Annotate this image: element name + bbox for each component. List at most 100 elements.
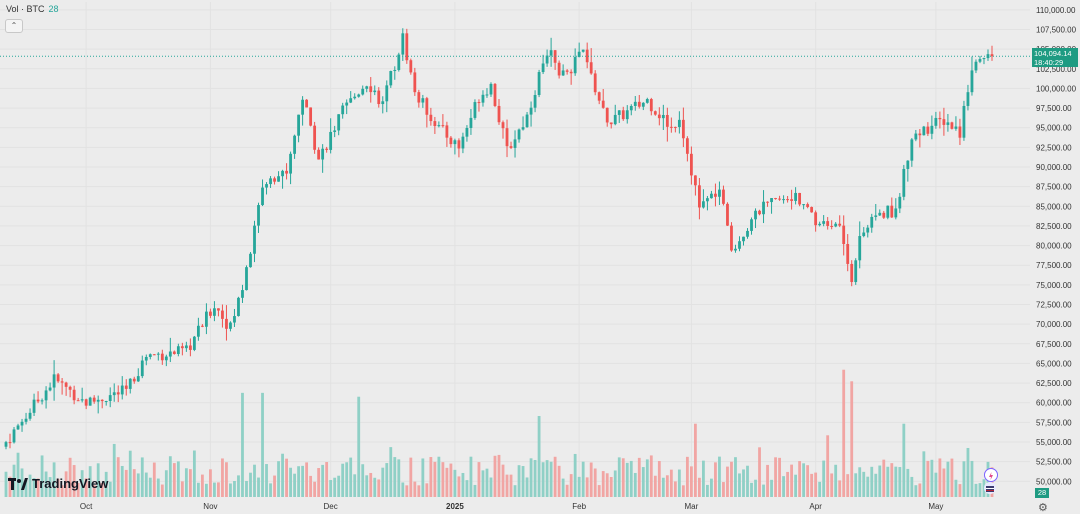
candle-body	[601, 100, 605, 108]
volume-bar	[770, 479, 773, 497]
candle-body	[405, 33, 409, 61]
volume-bar	[613, 470, 617, 497]
candle-body	[786, 199, 789, 201]
volume-bar	[265, 464, 268, 497]
candle-body	[140, 360, 144, 377]
candle-body	[160, 353, 164, 361]
volume-bar	[269, 483, 272, 497]
candle-body	[914, 133, 918, 140]
candle-body	[930, 125, 934, 134]
candle-body	[48, 387, 52, 391]
volume-bar	[617, 457, 621, 497]
volume-bar	[573, 453, 577, 497]
candle-body	[862, 232, 866, 237]
volume-bar	[898, 467, 902, 497]
volume-bar	[549, 461, 553, 497]
candle-body	[333, 130, 337, 132]
volume-bar	[946, 461, 950, 497]
volume-bar	[401, 482, 405, 497]
volume-bar	[541, 462, 545, 497]
candle-body	[497, 105, 501, 123]
volume-bar	[28, 474, 32, 497]
volume-bar	[253, 464, 256, 497]
candle-body	[681, 119, 685, 139]
volume-bar	[429, 457, 433, 497]
price-tick-label: 82,500.00	[1036, 222, 1072, 231]
candle-body	[826, 221, 830, 226]
candle-body	[249, 253, 252, 268]
candle-body	[814, 212, 818, 226]
volume-bar	[192, 450, 196, 497]
volume-bar	[32, 478, 36, 497]
volume-bar	[698, 477, 701, 497]
volume-bar	[217, 482, 220, 497]
candle-body	[100, 399, 104, 402]
volume-bar	[200, 474, 204, 497]
candle-body	[345, 102, 349, 106]
legend-label: Vol · BTC	[6, 4, 45, 14]
volume-bar	[774, 457, 777, 497]
collapse-legend-button[interactable]: ⌃	[5, 19, 23, 33]
candle-body	[906, 160, 910, 169]
volume-bar	[176, 461, 180, 497]
volume-bar	[449, 463, 453, 497]
volume-bar	[581, 461, 585, 497]
candle-body	[746, 230, 749, 237]
volume-bar	[72, 465, 76, 497]
volume-bar	[152, 462, 156, 497]
candle-body	[237, 297, 240, 317]
volume-bar	[289, 467, 292, 497]
candle-body	[794, 192, 798, 201]
candle-body	[693, 175, 697, 186]
candle-body	[381, 101, 385, 105]
flag-event-icon[interactable]	[984, 482, 996, 494]
volume-bar	[525, 477, 529, 497]
candle-body	[698, 185, 701, 208]
tradingview-icon	[8, 477, 28, 490]
candle-body	[349, 98, 353, 103]
candle-body	[377, 90, 381, 105]
volume-bar	[870, 466, 874, 497]
volume-bar	[132, 469, 136, 497]
candle-body	[581, 49, 585, 52]
volume-bar	[237, 475, 240, 497]
volume-bar	[305, 462, 309, 497]
volume-bar	[261, 392, 264, 497]
volume-bar	[653, 475, 657, 497]
price-tick-label: 95,000.00	[1036, 124, 1072, 133]
candle-body	[661, 114, 665, 119]
candle-body	[770, 198, 773, 203]
volume-bar	[229, 483, 232, 497]
volume-bar	[357, 396, 361, 497]
candle-body	[325, 148, 329, 150]
candle-body	[605, 107, 609, 123]
volume-bar	[209, 469, 212, 497]
volume-bar	[762, 484, 765, 497]
volume-bar	[874, 473, 878, 497]
volume-bars	[4, 369, 994, 497]
volume-bar	[802, 463, 806, 497]
volume-bar	[858, 467, 862, 497]
candle-body	[866, 227, 870, 233]
candle-body	[365, 86, 369, 89]
candle-body	[926, 126, 930, 134]
tradingview-logo[interactable]: TradingView	[8, 476, 108, 491]
candle-body	[954, 126, 958, 129]
volume-bar	[645, 459, 649, 497]
volume-bar	[902, 423, 906, 497]
settings-icon[interactable]: ⚙	[1038, 502, 1048, 514]
volume-bar	[882, 459, 886, 497]
volume-bar	[689, 466, 693, 497]
candle-body	[389, 71, 393, 86]
volume-bar	[926, 460, 930, 497]
volume-bar	[329, 480, 333, 497]
volume-bar	[281, 453, 284, 497]
candle-body	[882, 212, 886, 218]
volume-bar	[20, 468, 24, 497]
lightning-event-icon[interactable]	[984, 468, 998, 482]
candle-body	[898, 196, 902, 209]
candle-body	[393, 69, 397, 72]
volume-bar	[842, 369, 846, 497]
candle-body	[297, 114, 300, 136]
